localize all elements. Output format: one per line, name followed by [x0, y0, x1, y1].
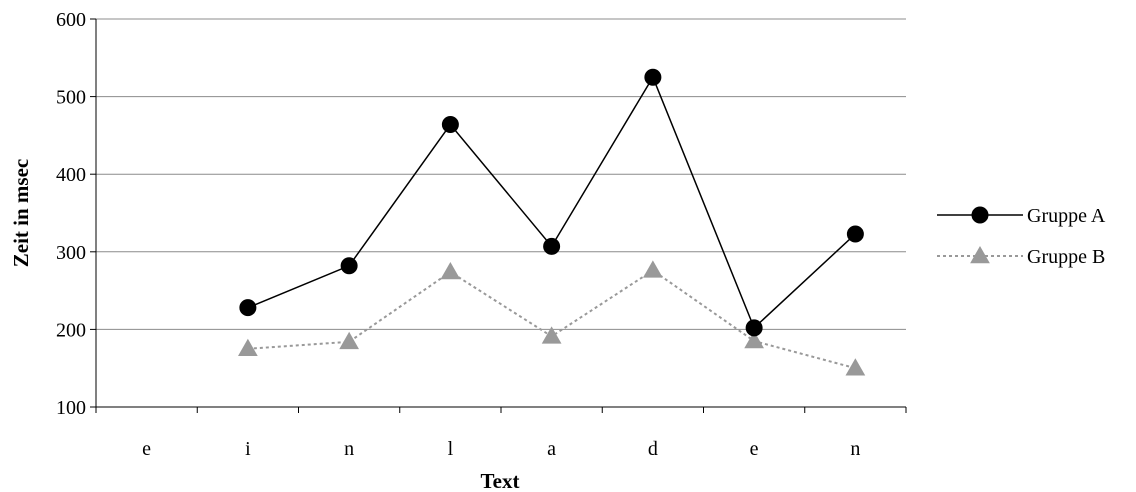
y-tick-label: 300 — [56, 242, 86, 264]
series — [238, 68, 866, 376]
legend-label: Gruppe B — [1027, 246, 1105, 268]
tick-labels: 100 200 300 400 500 600 e i n l a d e n — [56, 9, 860, 460]
x-axis-title: Text — [481, 469, 520, 492]
x-tick-label: e — [750, 438, 759, 460]
x-tick-label: d — [648, 438, 658, 460]
data-point — [644, 68, 662, 86]
legend-marker — [971, 206, 989, 224]
data-point — [845, 358, 866, 376]
data-point — [440, 261, 461, 280]
legend: Gruppe A Gruppe B — [937, 205, 1106, 268]
legend-label: Gruppe A — [1027, 205, 1106, 227]
data-point — [543, 237, 561, 255]
x-tick-label: e — [142, 438, 151, 460]
data-point — [339, 331, 359, 350]
gridlines — [96, 18, 906, 330]
data-point — [541, 326, 562, 344]
x-tick-label: n — [344, 438, 354, 460]
y-tick-label: 600 — [56, 9, 86, 31]
y-tick-label: 100 — [56, 397, 86, 419]
x-tick-label: l — [448, 438, 454, 460]
y-tick-label: 200 — [56, 319, 86, 341]
y-axis-title: Zeit in msec — [9, 159, 33, 267]
data-point — [643, 260, 663, 278]
axes — [90, 18, 907, 413]
data-point — [441, 116, 459, 134]
data-point — [745, 319, 763, 337]
x-tick-label: i — [245, 438, 251, 460]
legend-marker — [970, 245, 990, 264]
data-point — [340, 257, 358, 275]
x-tick-label: n — [850, 438, 860, 460]
series-line — [247, 75, 856, 330]
y-tick-label: 400 — [56, 164, 86, 186]
y-tick-label: 500 — [56, 87, 86, 109]
data-point — [846, 225, 864, 243]
data-point — [238, 338, 258, 357]
data-point — [744, 331, 764, 349]
x-tick-label: a — [547, 438, 556, 460]
data-point — [239, 299, 257, 317]
